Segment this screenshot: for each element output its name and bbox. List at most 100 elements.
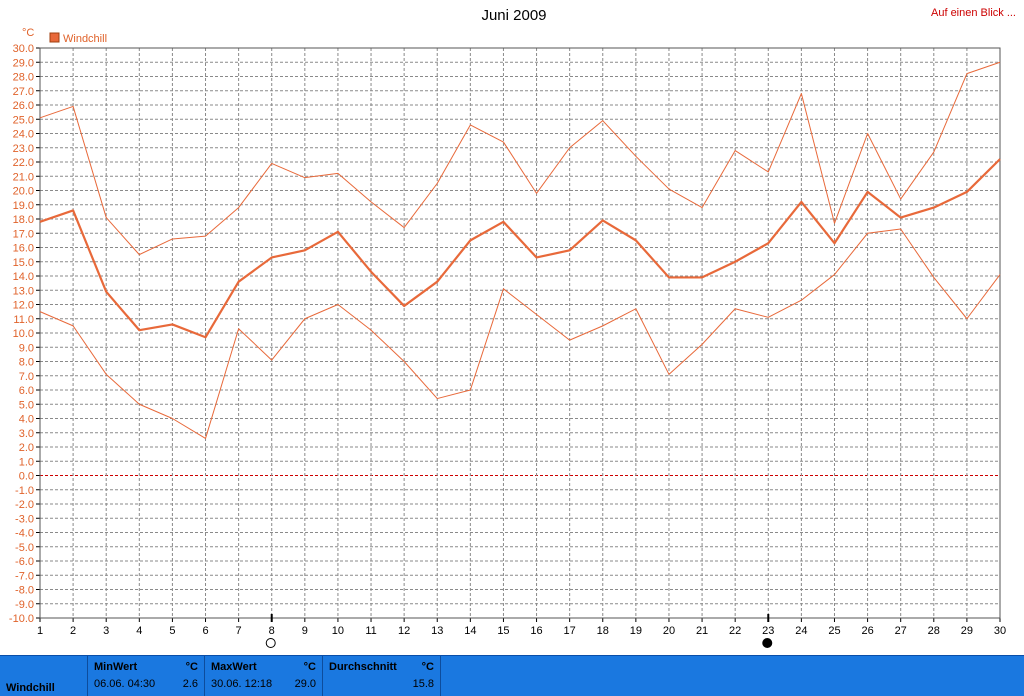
x-tick-label: 29	[961, 625, 973, 637]
stats-parameter-cell: Windchill	[0, 656, 88, 696]
y-tick-label: 17.0	[13, 228, 34, 240]
stats-avg-unit: °C	[421, 661, 434, 673]
stats-max-label: MaxWert	[211, 661, 257, 673]
x-tick-label: 22	[729, 625, 741, 637]
x-tick-label: 12	[398, 625, 410, 637]
x-tick-label: 9	[302, 625, 308, 637]
y-tick-label: 6.0	[19, 385, 34, 397]
x-tick-label: 19	[630, 625, 642, 637]
legend-swatch	[49, 32, 60, 43]
stats-max-value: 29.0	[294, 678, 316, 690]
stats-avg-value: 15.8	[412, 678, 434, 690]
y-tick-label: 11.0	[13, 314, 34, 326]
y-tick-label: -6.0	[15, 556, 34, 568]
chart-title: Juni 2009	[481, 7, 546, 24]
y-tick-label: 28.0	[13, 72, 34, 84]
x-tick-label: 3	[103, 625, 109, 637]
stats-max-date: 30.06. 12:18	[211, 678, 273, 690]
y-tick-label: 25.0	[13, 114, 34, 126]
stats-bar: Windchill MinWert °C 06.06. 04:30 2.6 Ma…	[0, 655, 1024, 696]
y-tick-label: -4.0	[15, 528, 34, 540]
y-tick-label: 30.0	[13, 43, 34, 55]
stats-min-date: 06.06. 04:30	[94, 678, 156, 690]
y-tick-label: 21.0	[13, 171, 34, 183]
grid	[40, 48, 1000, 618]
x-tick-label: 15	[497, 625, 509, 637]
chart-area: Juni 2009 Auf einen Blick ... °C Windchi…	[9, 7, 1016, 648]
y-tick-label: 12.0	[13, 300, 34, 312]
y-tick-label: 0.0	[19, 471, 34, 483]
y-tick-label: 16.0	[13, 243, 34, 255]
x-tick-label: 2	[70, 625, 76, 637]
y-tick-label: -5.0	[15, 542, 34, 554]
y-tick-label: 15.0	[13, 257, 34, 269]
stats-avg-cell: Durchschnitt °C 15.8	[323, 656, 441, 696]
y-tick-label: 23.0	[13, 143, 34, 155]
new-moon-icon	[762, 638, 773, 648]
stats-parameter-name: Windchill	[6, 682, 55, 694]
y-tick-label: 5.0	[19, 399, 34, 411]
x-tick-label: 20	[663, 625, 675, 637]
stats-max-cell: MaxWert °C 30.06. 12:18 29.0	[205, 656, 323, 696]
y-tick-label: 22.0	[13, 157, 34, 169]
series	[39, 61, 1001, 439]
y-tick-label: 27.0	[13, 86, 34, 98]
x-tick-label: 13	[431, 625, 443, 637]
y-tick-label: -3.0	[15, 513, 34, 525]
y-tick-label: 4.0	[19, 414, 34, 426]
x-tick-label: 23	[762, 625, 774, 637]
x-tick-label: 6	[202, 625, 208, 637]
series-line-avg	[39, 158, 1001, 339]
series-line-min	[39, 228, 1001, 439]
stats-min-unit: °C	[185, 661, 198, 673]
x-tick-label: 14	[464, 625, 476, 637]
x-tick-label: 26	[861, 625, 873, 637]
y-unit-label: °C	[22, 27, 34, 39]
y-tick-label: -10.0	[9, 613, 34, 625]
x-tick-label: 7	[236, 625, 242, 637]
x-tick-label: 30	[994, 625, 1006, 637]
plot-frame	[39, 47, 1001, 619]
x-tick-label: 25	[828, 625, 840, 637]
overview-link[interactable]: Auf einen Blick ...	[931, 7, 1016, 19]
y-tick-label: 20.0	[13, 186, 34, 198]
x-tick-label: 21	[696, 625, 708, 637]
moon-markers	[265, 614, 773, 648]
y-tick-label: 2.0	[19, 442, 34, 454]
y-tick-label: 8.0	[19, 357, 34, 369]
y-tick-label: 1.0	[19, 456, 34, 468]
stats-avg-label: Durchschnitt	[329, 661, 397, 673]
stats-min-value: 2.6	[182, 678, 198, 690]
y-tick-label: 14.0	[13, 271, 34, 283]
x-tick-label: 16	[530, 625, 542, 637]
x-tick-label: 24	[795, 625, 807, 637]
series-line-max	[39, 61, 1001, 256]
x-tick-label: 8	[269, 625, 275, 637]
x-tick-label: 28	[928, 625, 940, 637]
y-tick-label: 9.0	[19, 342, 34, 354]
y-tick-label: -7.0	[15, 570, 34, 582]
x-tick-label: 4	[136, 625, 142, 637]
x-tick-label: 5	[169, 625, 175, 637]
legend-label: Windchill	[63, 33, 107, 45]
full-moon-icon	[265, 638, 276, 648]
y-tick-label: 24.0	[13, 129, 34, 141]
stats-max-unit: °C	[303, 661, 316, 673]
y-tick-label: 29.0	[13, 57, 34, 69]
x-tick-label: 1	[37, 625, 43, 637]
y-tick-label: 26.0	[13, 100, 34, 112]
y-tick-label: -2.0	[15, 499, 34, 511]
y-tick-label: 7.0	[19, 371, 34, 383]
y-tick-label: 18.0	[13, 214, 34, 226]
x-tick-label: 10	[332, 625, 344, 637]
axes: -10.0 -9.0 -8.0 -7.0 -6.0 -5.0 -4.0 -3.0 -2.0 -1.…	[9, 43, 1006, 637]
stats-min-cell: MinWert °C 06.06. 04:30 2.6	[88, 656, 205, 696]
x-tick-label: 11	[365, 625, 376, 637]
stats-min-label: MinWert	[94, 661, 138, 673]
y-tick-label: -9.0	[15, 599, 34, 611]
y-tick-label: 10.0	[13, 328, 34, 340]
y-tick-label: -8.0	[15, 585, 34, 597]
x-tick-label: 17	[564, 625, 576, 637]
y-tick-label: 13.0	[13, 285, 34, 297]
x-tick-label: 18	[597, 625, 609, 637]
